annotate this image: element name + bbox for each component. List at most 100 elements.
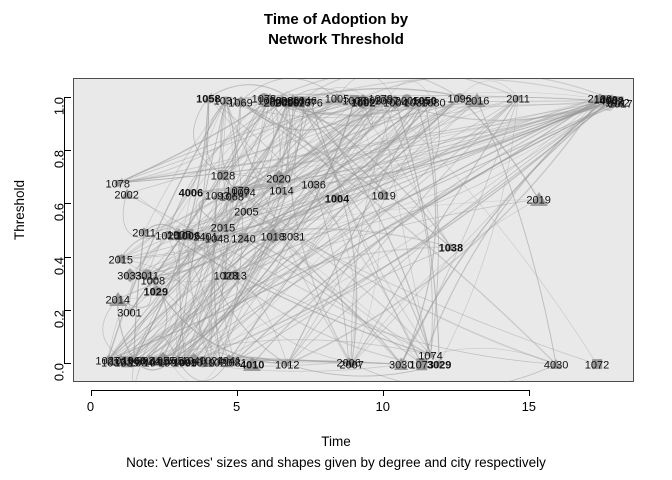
network-edge (120, 176, 279, 260)
network-edge (210, 235, 274, 361)
network-edge (178, 99, 388, 235)
network-edge (131, 360, 143, 381)
network-edge (386, 80, 434, 102)
node-label: 2019 (526, 194, 551, 207)
network-edge (207, 97, 423, 365)
network-edge (169, 226, 224, 362)
node-label: 1031 (213, 95, 239, 108)
network-edge (298, 79, 461, 103)
node-label: 1005 (166, 229, 192, 242)
network-edge (152, 279, 288, 368)
network-edge (117, 96, 601, 184)
network-edge (383, 101, 440, 196)
network-edge (459, 80, 519, 98)
network-edge (239, 101, 557, 365)
node-label: 1007 (374, 95, 399, 108)
network-edge (193, 97, 224, 176)
network-edge (349, 101, 396, 365)
network-edge (129, 100, 271, 313)
node-label: 3030 (388, 359, 414, 372)
network-edge (143, 99, 294, 233)
node-label: 1017 (608, 98, 633, 111)
x-axis-tick (236, 390, 238, 396)
node-label: 1010 (190, 357, 215, 370)
x-axis-tick-label: 15 (521, 399, 537, 414)
network-edge (278, 99, 370, 179)
network-edge (126, 193, 432, 356)
network-edge (185, 234, 212, 361)
node-label: 1014 (269, 185, 294, 198)
network-edge (219, 99, 243, 362)
network-edge (263, 97, 432, 356)
network-edge (184, 197, 338, 362)
y-axis-tick-label: 0.4 (51, 256, 67, 275)
node-label: 1073 (409, 359, 434, 372)
x-axis-line (90, 390, 529, 391)
node-label: 1023 (213, 270, 239, 283)
network-edge (133, 196, 233, 361)
x-axis-tick (382, 390, 384, 396)
network-edge (240, 99, 370, 131)
network-edge (239, 101, 385, 196)
network-edge (438, 97, 520, 365)
network-edge (120, 236, 244, 260)
network-edge (272, 101, 434, 237)
node-label: 2007 (339, 359, 364, 372)
network-edge (184, 97, 382, 363)
node-label: 1012 (275, 359, 300, 372)
node-label: 1032 (605, 97, 630, 110)
network-edge (155, 235, 274, 363)
network-edge (122, 193, 168, 239)
network-edge (430, 347, 557, 365)
network-edge (286, 101, 434, 365)
network-edge (272, 99, 612, 237)
network-edge (117, 101, 621, 184)
network-edge (117, 237, 218, 300)
y-axis-tick (64, 363, 71, 365)
node-label: 1044 (143, 357, 169, 370)
network-edge (272, 101, 434, 237)
plot-panel[interactable]: 1058 1031 1069 1078 1090 2004 2008 2009 2001 1027… (73, 78, 634, 382)
node-label: 1020 (207, 357, 233, 370)
y-axis-title: Threshold (12, 179, 27, 240)
network-edge (117, 99, 282, 184)
network-edge (175, 100, 227, 361)
title-line-1: Time of Adoption by (263, 11, 409, 28)
y-axis-tick (64, 203, 71, 205)
network-edge (117, 98, 613, 184)
network-edge (162, 194, 384, 361)
network-edge (243, 191, 431, 356)
network-edge (169, 101, 289, 362)
network-edge (222, 97, 338, 176)
network-edge (228, 97, 460, 361)
node-label: 1099 (172, 357, 198, 370)
network-edge (380, 97, 613, 121)
network-edge (120, 101, 396, 260)
network-edge (133, 99, 271, 361)
node-label: 1069 (228, 97, 253, 110)
network-edge (126, 99, 478, 362)
network-edge (152, 101, 244, 281)
node-label: 4002 (599, 95, 624, 108)
node-label: 3029 (426, 359, 452, 372)
network-edge (205, 100, 238, 190)
y-axis-tick (64, 150, 71, 151)
network-edge (292, 99, 452, 248)
network-edge (107, 99, 370, 361)
node-label: 1018 (260, 231, 285, 244)
network-edge (210, 101, 290, 361)
node-label: 4010 (239, 359, 265, 372)
network-edge (222, 97, 267, 228)
network-edge (243, 97, 382, 239)
network-edge (195, 188, 238, 237)
network-edge (126, 246, 451, 363)
network-edge (187, 97, 519, 236)
network-edge (155, 235, 208, 362)
network-edge (117, 99, 408, 184)
node-label: 4030 (543, 359, 569, 372)
network-edge (292, 101, 417, 237)
network-edge (204, 236, 288, 365)
network-edge (351, 97, 601, 365)
network-edge (245, 99, 282, 191)
